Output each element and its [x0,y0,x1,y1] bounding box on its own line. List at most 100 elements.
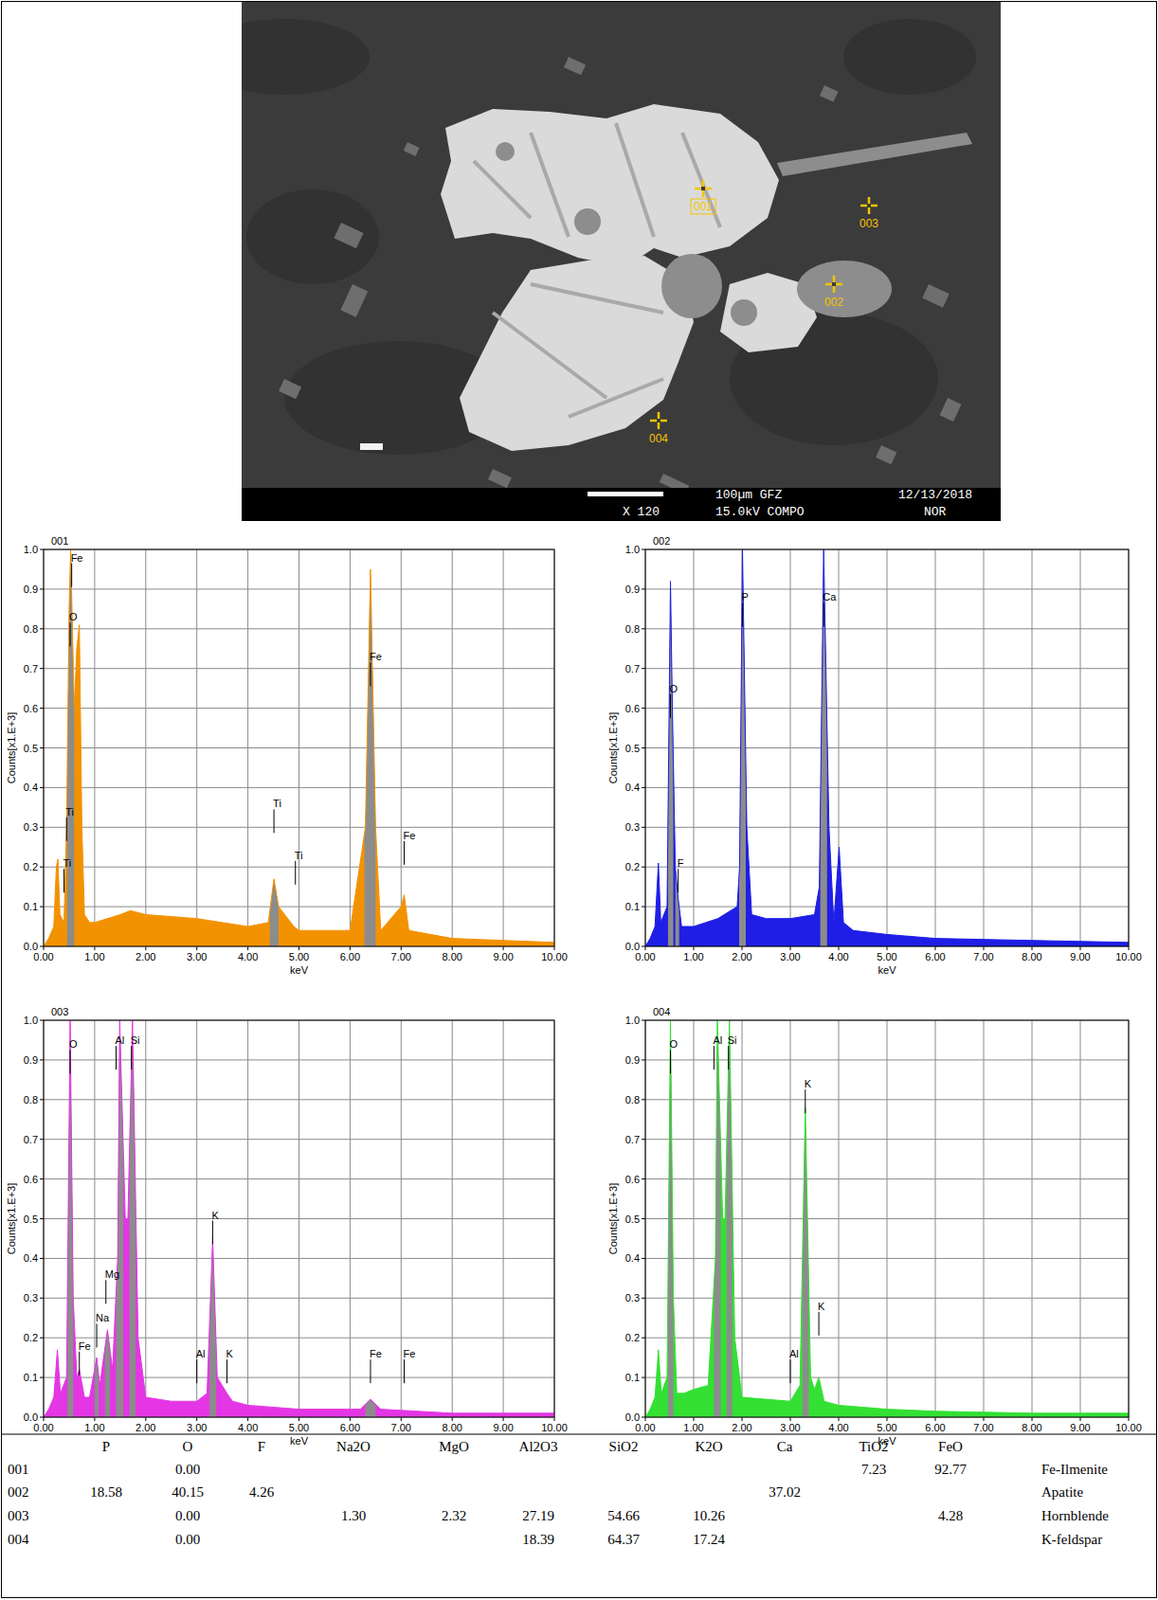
data-group [645,549,1129,947]
peak-marker [790,1359,792,1384]
chart-title: 004 [652,1006,670,1018]
tick [39,1377,44,1379]
x-tick-label: 1.00 [84,1422,105,1434]
peak-marker [403,841,405,866]
peak-marker [273,809,275,833]
tick [247,946,249,951]
tick [641,787,646,789]
grid-line [645,747,1129,749]
tick [554,946,556,951]
grain [661,253,723,319]
lamella [568,379,664,417]
tick [641,1099,646,1101]
tick [39,1298,44,1300]
x-tick-label: 7.00 [391,1422,412,1434]
cross-center [832,282,836,287]
table-cell: 18.58 [90,1484,123,1501]
x-tick-label: 7.00 [973,1422,994,1434]
table-cell: 54.66 [607,1508,640,1524]
x-tick-label: 3.00 [779,951,800,963]
grain [333,222,363,249]
y-tick-label: 0.2 [23,861,38,873]
peak-label: Si [727,1034,738,1047]
grain [777,132,973,177]
tick [790,1417,792,1422]
table-header: Al2O3 [519,1439,559,1455]
tick [503,946,505,951]
spectrum-fill [645,549,1129,947]
peak-label: Fe [403,1348,417,1360]
x-tick-label: 1.00 [84,951,105,963]
measure-point: 004 [649,412,669,446]
info-text: 15.0kV COMPO [715,505,805,520]
x-tick-label: 10.00 [541,1422,568,1434]
y-tick-label: 0.7 [23,663,38,675]
peak-marker [804,1089,806,1114]
peak-region [668,1020,674,1418]
tick [935,1417,937,1422]
peak-marker [130,1046,132,1070]
x-tick-label: 0.00 [634,1422,655,1434]
y-axis-title: Counts[x1.E+3] [607,1183,619,1256]
peak-marker [105,1280,107,1304]
tick [641,827,646,829]
grain [574,208,601,236]
tick [641,668,646,670]
y-axis-title: Counts[x1.E+3] [5,712,18,785]
peak-marker [741,602,743,627]
y-tick-label: 0.1 [625,901,640,913]
tick [93,946,95,951]
peak-label: O [69,1038,78,1050]
peak-label: P [741,591,749,603]
y-tick-label: 0.3 [625,1292,640,1304]
tick [39,906,44,908]
tick [1080,1417,1082,1422]
peak-region [675,549,680,947]
peak-label: Al [115,1034,126,1047]
peak-label: Ti [272,797,282,810]
cross [657,412,661,430]
peak-region [67,1020,73,1418]
info-text: 12/13/2018 [898,488,973,503]
grid-line [43,668,555,670]
tick [39,1338,44,1339]
spectrum-fill [43,1020,555,1418]
peak-marker [71,563,73,588]
texture [246,189,380,285]
tick [641,747,646,749]
oxide-grain [459,255,694,452]
x-tick-label: 6.00 [924,951,945,963]
chart-title: 003 [51,1006,69,1018]
x-tick-label: 10.00 [1115,1422,1142,1434]
measure-point: 002 [824,275,844,309]
y-tick-label: 0.9 [625,1054,640,1067]
tick [554,1417,556,1422]
data-group [43,1020,555,1418]
y-tick-label: 1.0 [625,543,640,556]
y-tick-label: 0.5 [625,1213,640,1226]
peak-region [726,1020,733,1418]
x-tick-label: 5.00 [876,951,897,963]
y-tick-label: 0.6 [23,1174,38,1186]
table-cell: 27.19 [522,1508,555,1524]
sem-image: 100µm GFZ12/13/2018X 12015.0kV COMPONOR [241,1,1001,522]
y-tick-label: 0.8 [23,1094,38,1106]
tick [641,707,646,709]
figure: 100µm GFZ12/13/2018X 12015.0kV COMPONOR0… [0,0,1158,1600]
y-tick-label: 0.7 [23,1134,38,1146]
peak-region [739,549,746,947]
y-tick-label: 0.4 [625,781,640,794]
point-label: 003 [859,217,879,231]
x-tick-label: 4.00 [828,1422,849,1434]
peak-marker [196,1359,198,1384]
grain [495,142,515,162]
tick [1031,1417,1033,1422]
peak-region [116,1020,125,1418]
peak-label: Ti [63,857,73,869]
tick [641,1178,646,1180]
peak-marker [70,1049,72,1074]
grid-line [645,707,1129,709]
spectrum-line [43,549,555,947]
tick [39,668,44,670]
spectrum-chart: 0.001.002.003.004.005.006.007.008.009.00… [5,1006,568,1448]
